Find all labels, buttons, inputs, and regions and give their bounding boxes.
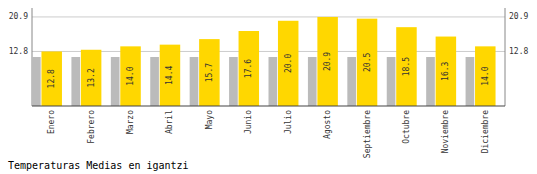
bar: [150, 57, 159, 106]
x-tick-label: Marzo: [126, 110, 135, 134]
data-label: 14.0: [126, 66, 135, 85]
x-tick-label: Junio: [244, 110, 253, 134]
bar: [308, 57, 317, 106]
data-label: 20.0: [284, 54, 293, 73]
data-label: 20.9: [323, 52, 332, 71]
bar: [160, 45, 180, 106]
bars: [32, 17, 496, 106]
y-tick-label: 12.8: [9, 47, 28, 56]
x-tick-label: Abril: [165, 110, 174, 134]
data-label: 17.6: [244, 59, 253, 78]
x-axis-line: [32, 105, 505, 106]
bar: [466, 57, 475, 106]
bar: [71, 57, 80, 106]
data-label: 13.2: [87, 68, 96, 87]
x-tick-label: Octubre: [402, 110, 411, 144]
x-tick-label: Diciembre: [481, 110, 490, 154]
data-label: 20.5: [363, 53, 372, 72]
bar: [317, 17, 337, 106]
bar: [426, 57, 435, 106]
y-tick-label: 20.9: [9, 12, 28, 21]
chart: 12.8 13.2 14.0 14.4 15.7 17.6 20.0 20.9 20.5 18.5…: [0, 0, 537, 174]
bar: [81, 50, 101, 106]
bar: [41, 51, 61, 106]
bar: [120, 46, 140, 106]
y2-tick-label: 20.9: [509, 12, 528, 21]
bar: [199, 39, 219, 106]
y2-tick-label: 12.8: [509, 47, 528, 56]
bar: [396, 27, 416, 106]
x-tick-label: Septiembre: [363, 110, 372, 158]
data-label: 14.4: [165, 66, 174, 85]
bar: [229, 57, 238, 106]
bar: [32, 57, 41, 106]
bar: [387, 57, 396, 106]
x-tick-label: Mayo: [205, 110, 214, 129]
data-label: 12.8: [47, 69, 56, 88]
data-label: 14.0: [481, 66, 490, 85]
data-label: 18.5: [402, 57, 411, 76]
x-tick-label: Agosto: [323, 110, 332, 139]
x-tick-label: Julio: [284, 110, 293, 134]
bar: [269, 57, 278, 106]
bar: [278, 21, 298, 106]
grid-line: [32, 51, 505, 52]
title: Temperaturas Medias en igantzi: [8, 160, 189, 171]
bar: [347, 57, 356, 106]
bar: [190, 57, 199, 106]
bar: [436, 37, 456, 106]
y2-axis-line: [505, 8, 506, 106]
x-tick-label: Noviembre: [441, 110, 450, 154]
bar: [239, 31, 259, 106]
data-label: 16.3: [441, 61, 450, 80]
bar: [475, 46, 495, 106]
x-tick-label: Febrero: [87, 110, 96, 144]
bar: [111, 57, 120, 106]
x-tick-label: Enero: [47, 110, 56, 134]
data-label: 15.7: [205, 63, 214, 82]
bar: [357, 19, 377, 106]
grid-line: [32, 16, 505, 17]
